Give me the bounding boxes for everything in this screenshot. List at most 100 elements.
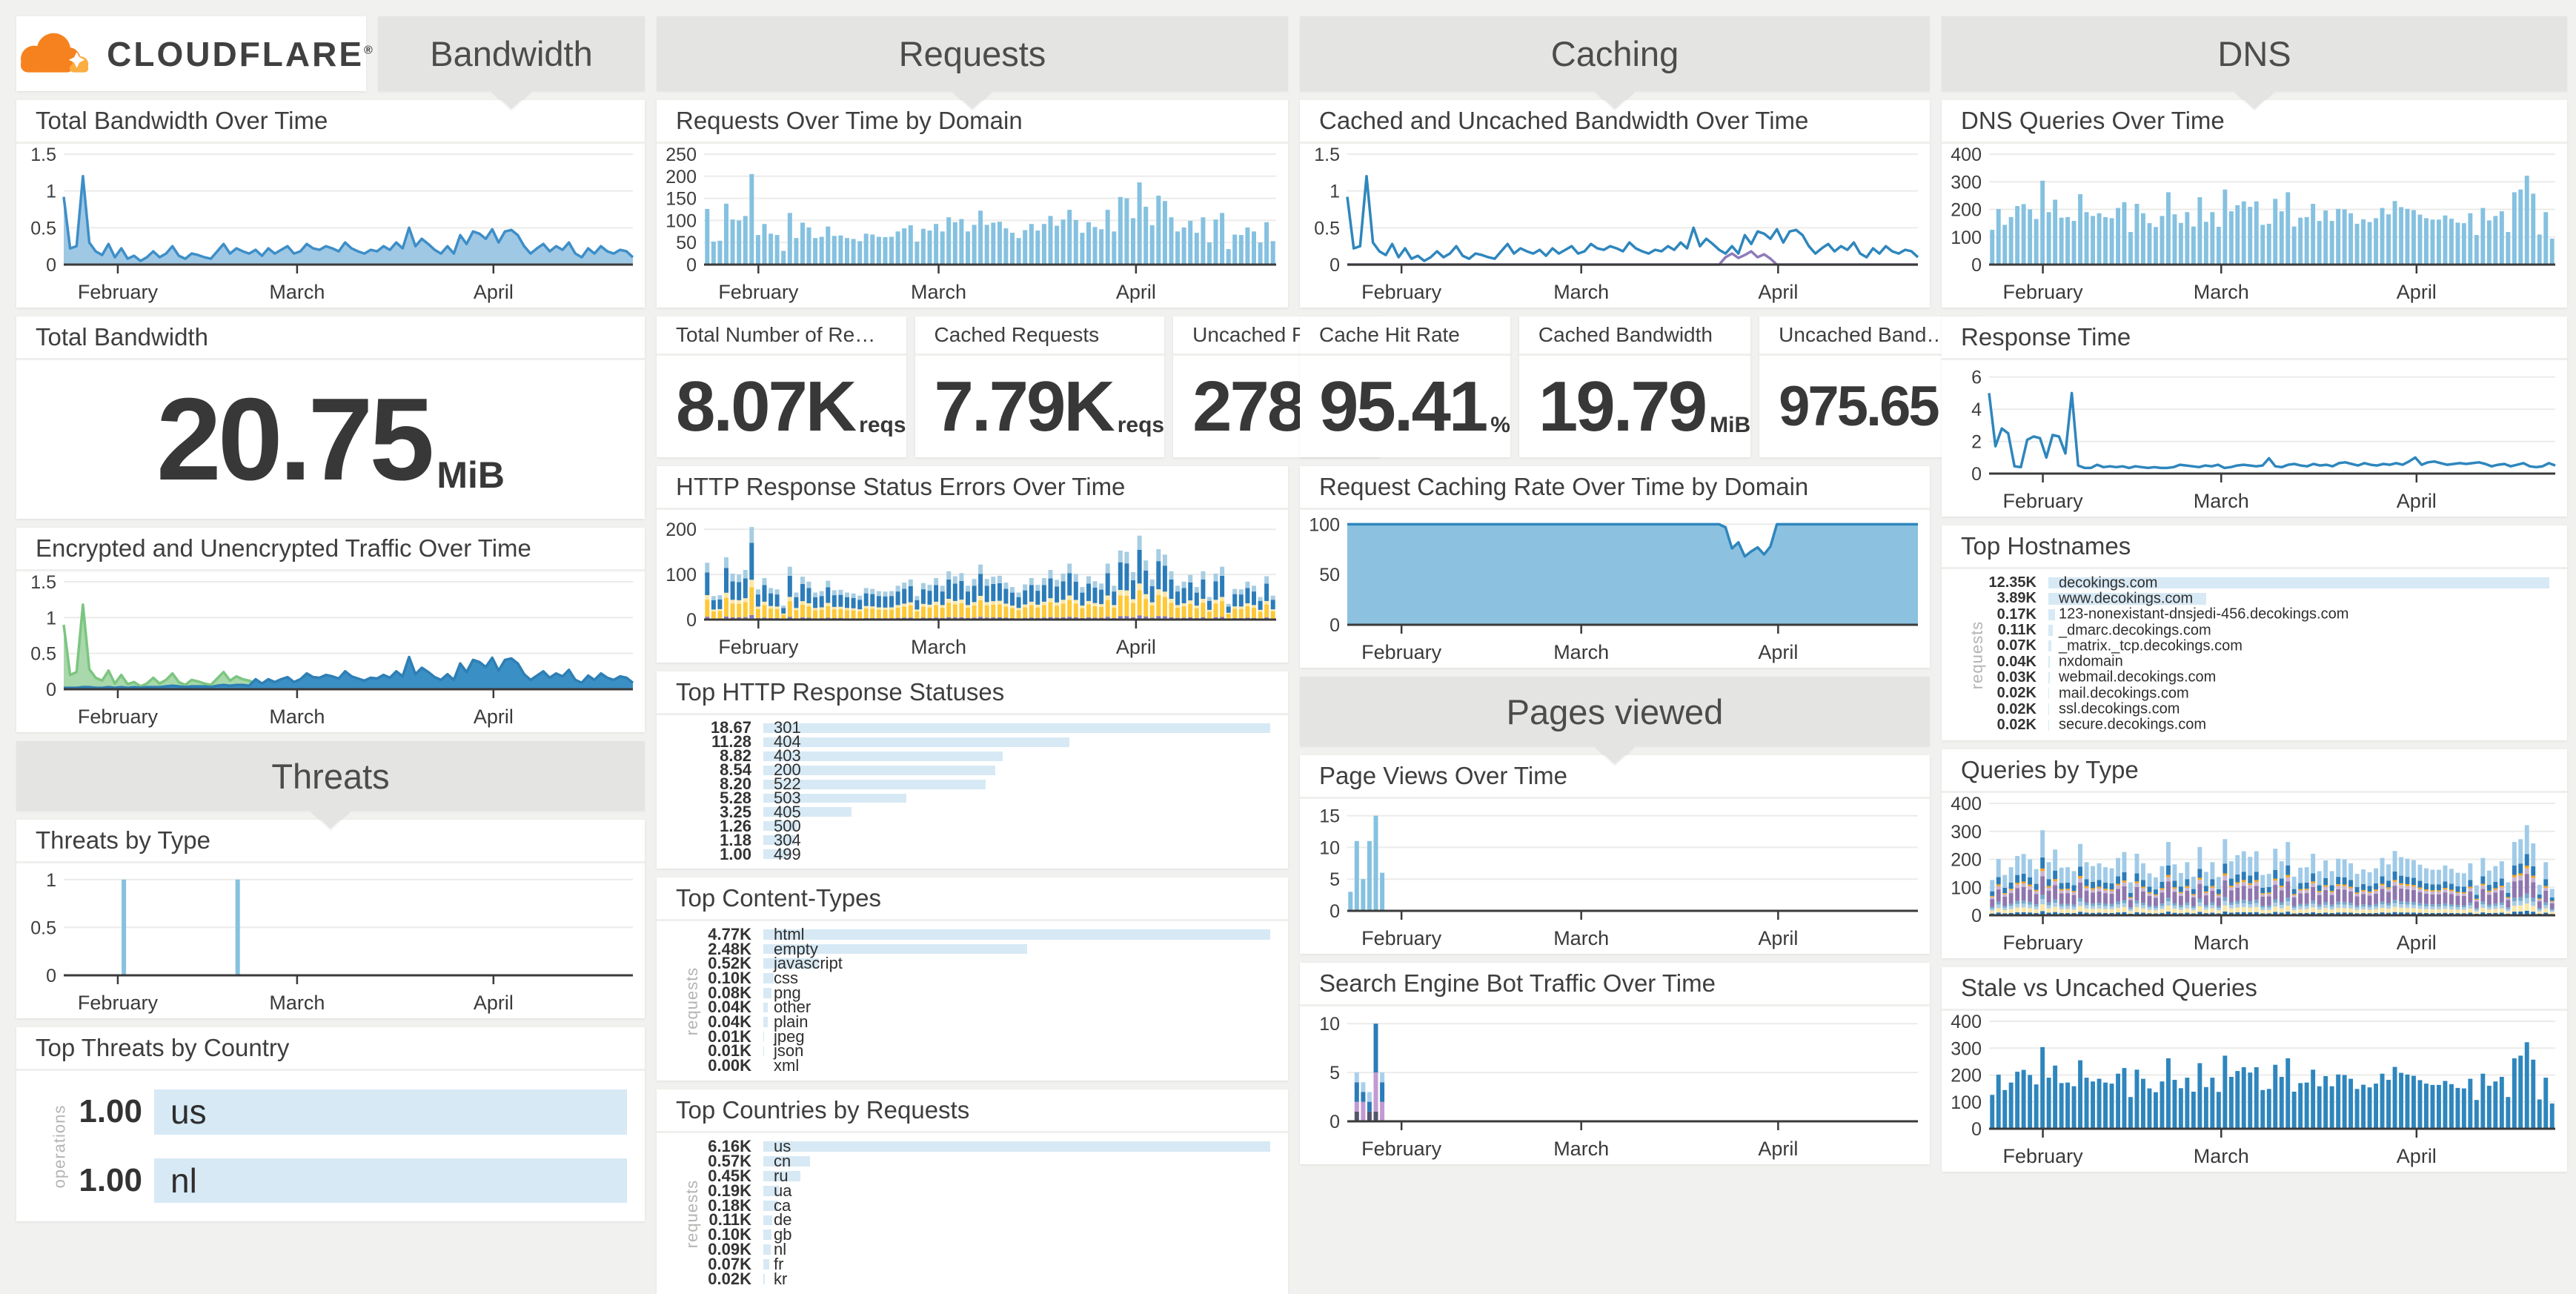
svg-text:1.5: 1.5 — [30, 572, 56, 593]
list-item: 2.48K empty — [657, 940, 1270, 958]
list-item: 0.03K webmail.decokings.com — [1942, 668, 2549, 686]
list-item: 18.67 301 — [657, 718, 1270, 737]
list-item-bar: javascript — [763, 954, 1270, 972]
list-item: 1.00 nl — [16, 1156, 627, 1206]
list-item: 1.26 500 — [657, 817, 1270, 835]
list-item-label: xml — [774, 1056, 800, 1075]
list-item: 0.52K javascript — [657, 954, 1270, 972]
stat-unit: reqs — [1117, 413, 1165, 437]
svg-text:0: 0 — [686, 255, 697, 276]
list-item-value: 0.00K — [708, 1056, 751, 1075]
list-item: 5.28 503 — [657, 789, 1270, 807]
list-item: 3.89K www.decokings.com — [1942, 590, 2549, 606]
list-item-label: json — [774, 1041, 804, 1061]
list-item: 11.28 404 — [657, 732, 1270, 751]
svg-text:4: 4 — [1971, 399, 1982, 420]
svg-text:0: 0 — [1971, 464, 1982, 485]
dns-queries-bar-chart: 0 100 200 300 400 February March April — [1942, 144, 2567, 308]
list-item: 0.08K png — [657, 983, 1270, 1002]
panel-caching-rate: Request Caching Rate Over Time by Domain… — [1300, 466, 1930, 668]
svg-text:April: April — [1116, 281, 1156, 303]
list-item: 8.54 200 — [657, 760, 1270, 779]
list-item-bar: empty — [763, 940, 1270, 958]
list-item-bar: png — [763, 983, 1270, 1002]
list-item-value: 0.04K — [708, 998, 751, 1017]
panel-page-views: Page Views Over Time 0 5 10 15 February March… — [1300, 755, 1930, 954]
panel-title: Search Engine Bot Traffic Over Time — [1300, 963, 1930, 1006]
svg-text:300: 300 — [1951, 1038, 1982, 1059]
svg-text:April: April — [1758, 281, 1798, 303]
panel-top-content-types: Top Content-Types requests 4.77K html 2.48… — [657, 877, 1288, 1081]
queries-by-type-stacked-chart: 0 100 200 300 400 February March April — [1942, 793, 2567, 958]
panel-title: Top Countries by Requests — [657, 1089, 1288, 1133]
list-item-label: fr — [774, 1255, 784, 1274]
list-item: 1.18 304 — [657, 830, 1270, 849]
panel-title: Page Views Over Time — [1300, 755, 1930, 799]
section-header-pages-viewed: Pages viewed — [1300, 677, 1930, 764]
list-item-label: webmail.decokings.com — [2059, 668, 2217, 686]
svg-text:200: 200 — [1951, 200, 1982, 221]
panel-title: Stale vs Uncached Queries — [1942, 967, 2567, 1011]
section-header-bandwidth: Bandwidth — [378, 16, 645, 109]
stat-value: 8.07K — [676, 366, 857, 446]
list-item: 1.00 us — [16, 1087, 627, 1137]
panel-title: Top Hostnames — [1942, 525, 2567, 569]
svg-text:100: 100 — [1309, 514, 1340, 535]
top-hostnames-list: 12.35K decokings.com 3.89K www.decokings.co… — [1942, 569, 2567, 740]
panel-total-bandwidth-over-time: Total Bandwidth Over Time 0 0.5 1 1.5 Februa… — [16, 100, 645, 308]
y-axis-label: requests — [1968, 620, 1987, 689]
list-item-bar: 304 — [763, 831, 1270, 849]
list-item: 8.20 522 — [657, 774, 1270, 794]
list-item-label: plain — [774, 1012, 809, 1032]
panel-title: Queries by Type — [1942, 749, 2567, 793]
list-item: 0.11K de — [657, 1210, 1270, 1229]
stat-card-cached-bandwidth: Cached Bandwidth 19.79 MiB — [1518, 316, 1751, 457]
stat-unit: reqs — [859, 413, 906, 437]
list-item-label: 405 — [774, 802, 801, 821]
panel-title: DNS Queries Over Time — [1942, 100, 2567, 144]
section-pointer — [491, 90, 531, 109]
list-item-label: ru — [774, 1166, 789, 1185]
list-item-value: 0.02K — [1996, 700, 2036, 717]
list-item: 3.25 405 — [657, 802, 1270, 821]
list-item-label: decokings.com — [2059, 574, 2158, 591]
list-item-bar: ru — [763, 1167, 1270, 1185]
list-item-value: 0.01K — [708, 1041, 751, 1061]
svg-text:250: 250 — [665, 145, 697, 165]
list-item-value: 0.45K — [708, 1166, 751, 1185]
svg-text:200: 200 — [1951, 850, 1982, 871]
stat-value: 7.79K — [934, 366, 1115, 446]
list-item-value: 0.10K — [708, 968, 751, 987]
requests-bar-chart: 0 50 100 150 200 250 February March April — [657, 144, 1288, 308]
list-item-value: 0.02K — [708, 1270, 751, 1289]
list-item-value: 0.11K — [1997, 622, 2036, 639]
panel-dns-queries: DNS Queries Over Time 0 100 200 300 400 Febru… — [1942, 100, 2567, 308]
stat-title: Uncached Requests — [1173, 316, 1380, 356]
list-item: 0.02K secure.decokings.com — [1942, 717, 2549, 733]
list-item-bar: mail.decokings.com — [2048, 685, 2549, 701]
list-item: 0.04K other — [657, 998, 1270, 1017]
section-pointer — [1595, 90, 1635, 109]
svg-text:100: 100 — [1951, 228, 1982, 248]
svg-text:200: 200 — [665, 520, 697, 540]
list-item-value: 0.10K — [708, 1225, 751, 1244]
list-item-value: 8.20 — [720, 774, 751, 794]
stat-value-wrap: 20.75 MiB — [16, 360, 645, 519]
svg-text:200: 200 — [665, 167, 697, 188]
stat-value: 95.41 — [1319, 366, 1488, 446]
list-item-label: nxdomain — [2059, 653, 2123, 670]
svg-text:March: March — [2194, 281, 2249, 303]
list-item-value: 0.01K — [708, 1026, 751, 1046]
list-item-value: 1.18 — [720, 830, 751, 849]
panel-top-countries: Top Countries by Requests requests 6.16K… — [657, 1089, 1288, 1294]
list-item-label: us — [170, 1092, 207, 1132]
section-header-requests: Requests — [657, 16, 1288, 109]
list-item: 0.02K mail.decokings.com — [1942, 685, 2549, 701]
list-item-label: secure.decokings.com — [2059, 716, 2206, 733]
list-item: 0.02K ssl.decokings.com — [1942, 701, 2549, 717]
list-item-label: ua — [774, 1181, 792, 1200]
svg-text:0.5: 0.5 — [30, 644, 56, 665]
svg-text:15: 15 — [1319, 806, 1340, 827]
